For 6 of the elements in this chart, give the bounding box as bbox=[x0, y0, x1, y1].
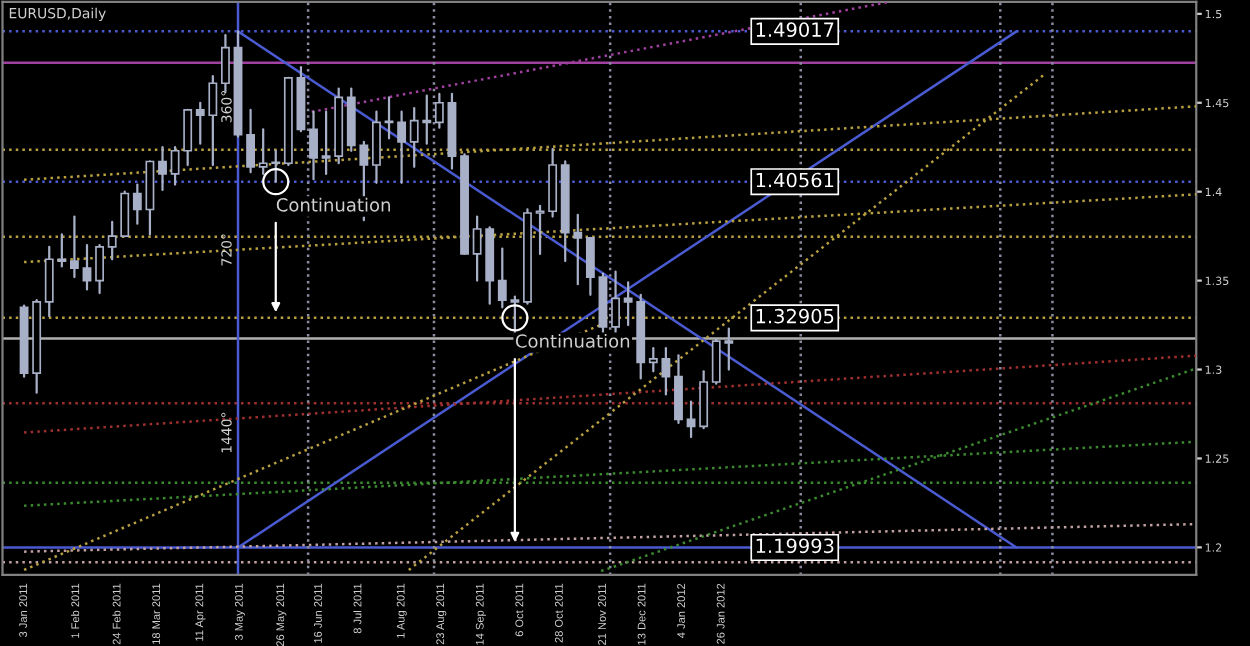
annotation: Continuation bbox=[276, 197, 390, 212]
ref-line-label: 1.49017 bbox=[756, 22, 834, 37]
annotation: Continuation bbox=[515, 333, 630, 348]
ref-line-label: 1.19993 bbox=[756, 538, 834, 554]
ref-line-label: 1.40561 bbox=[756, 172, 834, 188]
ref-line-label: 1.32905 bbox=[756, 308, 834, 324]
